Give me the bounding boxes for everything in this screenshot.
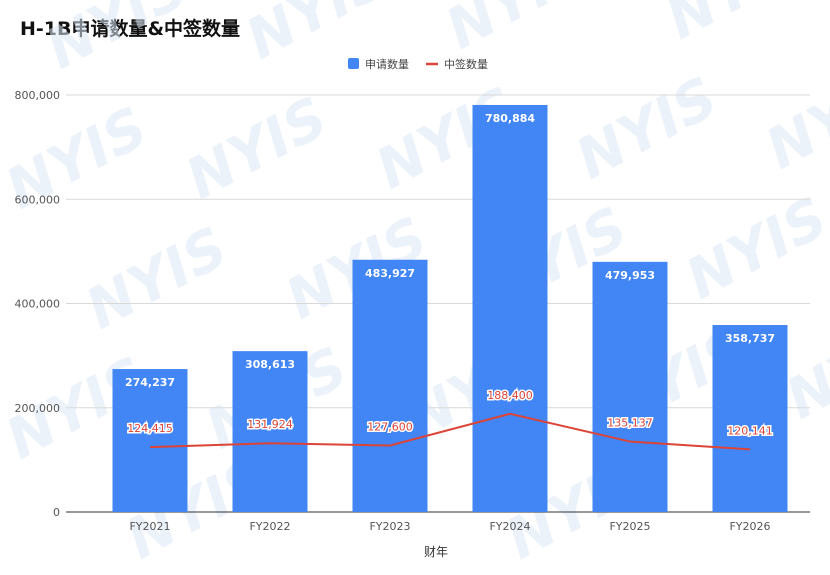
bar-value-label: 308,613 bbox=[245, 358, 295, 371]
line-value-label: 135,137 bbox=[607, 417, 653, 430]
legend-label-line: 中签数量 bbox=[444, 57, 488, 71]
line-series bbox=[149, 412, 751, 451]
line-value-label: 131,924 bbox=[247, 418, 293, 431]
watermark-text: NYIS bbox=[756, 55, 830, 182]
bar bbox=[112, 369, 188, 512]
watermark-text: NYIS bbox=[676, 185, 830, 312]
bar bbox=[232, 351, 308, 512]
watermark-text: NYIS bbox=[566, 65, 728, 192]
x-tick-label: FY2024 bbox=[489, 520, 530, 533]
line-value-label: 127,600 bbox=[367, 420, 413, 433]
line-value-label: 124,415 bbox=[127, 422, 173, 435]
y-tick-label: 200,000 bbox=[15, 402, 61, 415]
x-tick-label: FY2021 bbox=[129, 520, 170, 533]
chart-title: H-1B申请数量&中签数量 bbox=[20, 18, 241, 40]
bar bbox=[472, 104, 548, 512]
x-tick-label: FY2022 bbox=[249, 520, 290, 533]
gridlines bbox=[66, 94, 810, 513]
legend-swatch-bars bbox=[348, 58, 359, 69]
bar-value-label: 483,927 bbox=[365, 267, 415, 280]
x-axis-ticks: FY2021 FY2022 FY2023 FY2024 FY2025 FY2026 bbox=[129, 520, 770, 533]
y-tick-label: 400,000 bbox=[15, 298, 61, 311]
bar-value-label: 358,737 bbox=[725, 332, 775, 345]
bar-series bbox=[112, 104, 788, 512]
line-value-label: 188,400 bbox=[487, 389, 533, 402]
x-tick-label: FY2023 bbox=[369, 520, 410, 533]
bar bbox=[592, 261, 668, 512]
line-value-label: 120,141 bbox=[727, 424, 773, 437]
y-tick-label: 800,000 bbox=[15, 89, 61, 102]
legend-label-bars: 申请数量 bbox=[365, 58, 409, 71]
y-tick-label: 600,000 bbox=[15, 193, 61, 206]
bar-value-label: 780,884 bbox=[485, 112, 535, 125]
watermark-text: NYIS bbox=[36, 0, 198, 82]
line-path bbox=[149, 412, 751, 451]
bar-value-label: 479,953 bbox=[605, 269, 655, 282]
watermark-text: NYIS bbox=[436, 0, 598, 62]
y-tick-label: 0 bbox=[53, 506, 60, 519]
watermark-text: NYIS bbox=[176, 85, 338, 212]
watermark-text: NYIS bbox=[656, 0, 818, 52]
x-tick-label: FY2025 bbox=[609, 520, 650, 533]
legend: 申请数量 中签数量 bbox=[348, 57, 488, 71]
bar-value-label: 274,237 bbox=[125, 376, 175, 389]
watermark-text: NYIS bbox=[76, 215, 238, 342]
bar bbox=[352, 259, 428, 512]
bar bbox=[712, 325, 788, 512]
y-axis-ticks: 0 200,000 400,000 600,000 800,000 bbox=[15, 89, 61, 519]
x-tick-label: FY2026 bbox=[729, 520, 770, 533]
line-value-labels: 124,415 131,924 127,600 188,400 135,137 120,1… bbox=[126, 387, 775, 439]
x-axis-title: 财年 bbox=[424, 545, 448, 559]
bar-value-labels: 274,237 308,613 483,927 780,884 479,953 358,7… bbox=[125, 112, 775, 389]
